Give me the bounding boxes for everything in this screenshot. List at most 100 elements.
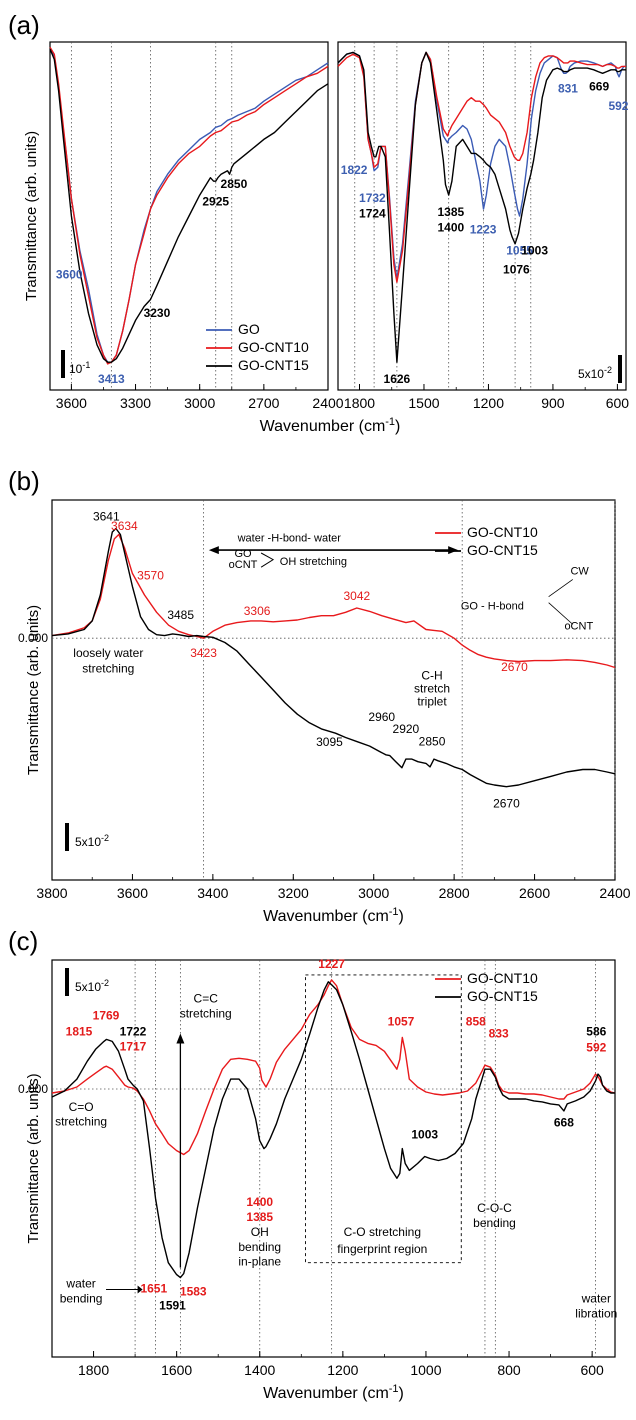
peak-annotation: 3042 <box>343 589 370 603</box>
peak-annotation: 1717 <box>120 1039 147 1053</box>
peak-annotation: GO <box>234 548 252 560</box>
peak-annotation: 1724 <box>359 207 386 221</box>
series-line-go-cnt10 <box>51 979 616 1156</box>
x-tick-label: 800 <box>497 1362 521 1378</box>
peak-annotation: 2925 <box>202 195 229 209</box>
x-tick-label: 2600 <box>519 885 550 901</box>
peak-annotation: 1003 <box>411 1128 438 1142</box>
x-axis-label: Wavenumber (cm-1) <box>260 416 401 435</box>
legend-label: GO-CNT10 <box>467 970 538 986</box>
x-tick-label: 1500 <box>408 395 439 411</box>
legend-label: GO-CNT15 <box>467 988 538 1004</box>
peak-annotation: C=O <box>69 1100 94 1114</box>
panel-a-left: (a) 3600 3300 3000 2700 2400 Transmittance (ar… <box>8 10 344 411</box>
peak-annotation: 1057 <box>388 1015 415 1029</box>
peak-annotation: water <box>65 1277 95 1291</box>
peak-annotation: oCNT <box>564 621 593 633</box>
x-axis-label-end: ) <box>399 908 404 925</box>
peak-annotation: 1651 <box>140 1281 167 1295</box>
legend-label: GO <box>238 321 260 337</box>
peak-annotation: 1400 <box>437 221 464 235</box>
peak-annotation: 1400 <box>246 1195 273 1209</box>
panel-c: (c) 0.000 1800 1600 1400 1200 1000 800 600 Wavenu… <box>8 926 617 1402</box>
scale-bar <box>65 823 69 851</box>
scale-bar-label: 5x10-2 <box>75 833 109 849</box>
peak-annotation: 2920 <box>393 722 420 736</box>
peak-annotation: 592 <box>586 1040 606 1054</box>
peak-annotation: 1385 <box>246 1210 273 1224</box>
series-line-go-cnt10 <box>49 46 329 365</box>
legend-label: GO-CNT15 <box>467 542 538 558</box>
x-tick-label: 2400 <box>312 395 343 411</box>
peak-annotation: 1223 <box>470 222 497 236</box>
x-tick-label: 900 <box>541 395 565 411</box>
zero-label: 0.000 <box>18 631 48 645</box>
y-axis-label: Transmittance (arb. units) <box>23 131 40 301</box>
x-tick-label: 3300 <box>120 395 151 411</box>
peak-annotation: stretch <box>414 682 450 696</box>
peak-annotation: 1055 <box>506 243 533 257</box>
peak-annotation: 3600 <box>56 268 83 282</box>
zero-label: 0.000 <box>18 1082 48 1096</box>
plot-frame <box>337 41 627 391</box>
peak-annotation: 1591 <box>159 1298 186 1312</box>
peak-annotation: 592 <box>608 99 628 113</box>
peak-annotation: 2960 <box>368 710 395 724</box>
peak-annotation: CW <box>570 565 589 577</box>
peak-annotation: GO - H-bond <box>461 601 524 613</box>
x-tick-label: 2400 <box>599 885 630 901</box>
peak-annotation: C-O stretching <box>344 1225 421 1239</box>
peak-annotation: 2670 <box>493 796 520 810</box>
x-axis-label-sup: -1 <box>385 416 395 428</box>
panel-label: (c) <box>8 926 38 956</box>
legend-label: GO-CNT10 <box>467 524 538 540</box>
peak-annotation: water <box>581 1291 611 1305</box>
peak-annotation: 2670 <box>501 660 528 674</box>
x-axis-label-sup: -1 <box>389 1383 399 1395</box>
peak-annotation: OH stretching <box>280 556 347 568</box>
x-tick-label: 3800 <box>36 885 67 901</box>
x-tick-label: 3600 <box>117 885 148 901</box>
peak-annotation: fingerprint region <box>337 1242 427 1256</box>
series-line-go-cnt15 <box>49 48 329 363</box>
peak-annotation: 3641 <box>93 510 120 524</box>
fingerprint-region-box <box>305 974 462 1264</box>
arrow-to-ocnt <box>548 602 574 625</box>
x-tick-label: 3200 <box>278 885 309 901</box>
peak-annotation: 1722 <box>120 1024 147 1038</box>
arrow-to-cw <box>548 579 574 598</box>
x-tick-label: 3600 <box>56 395 87 411</box>
arrow-head-left <box>208 546 219 555</box>
x-tick-label: 1000 <box>410 1362 441 1378</box>
panel-a-right: 1800 1500 1200 900 600 Wavenumber (cm-1) 5x10-… <box>260 41 629 435</box>
x-axis-label: Wavenumber (cm-1) <box>263 906 404 925</box>
peak-annotation: bending <box>60 1291 103 1305</box>
x-tick-label: 1400 <box>244 1362 275 1378</box>
x-tick-label: 3000 <box>184 395 215 411</box>
x-tick-label: 2700 <box>248 395 279 411</box>
peak-annotation: stretching <box>82 662 134 676</box>
series-line-go <box>337 51 626 280</box>
peak-annotation: C-O-C <box>477 1201 512 1215</box>
peak-annotation: stretching <box>180 1007 232 1021</box>
cc-arrow-head <box>176 1033 185 1044</box>
peak-annotation: 2850 <box>221 177 248 191</box>
peak-annotation: 3485 <box>167 608 194 622</box>
peak-annotation: 831 <box>558 81 578 95</box>
y-axis-label: Transmittance (arb. units) <box>25 1073 42 1243</box>
scale-bar <box>61 350 65 378</box>
legend-label: GO-CNT15 <box>238 357 309 373</box>
peak-annotation: 586 <box>586 1024 606 1038</box>
scale-bar <box>618 355 622 383</box>
x-tick-label: 600 <box>580 1362 604 1378</box>
peak-annotation: 669 <box>589 80 609 94</box>
peak-annotation: 1583 <box>180 1284 207 1298</box>
peak-annotation: 3095 <box>316 735 343 749</box>
peak-annotation: 1815 <box>66 1024 93 1038</box>
scale-bar-exponent: -2 <box>101 978 109 988</box>
series-line-go-cnt15 <box>51 981 615 1279</box>
x-axis-label-sup: -1 <box>389 906 399 918</box>
peak-annotation: bending <box>238 1240 281 1254</box>
peak-annotation: 1732 <box>359 191 386 205</box>
scale-bar-exponent: -2 <box>604 365 612 375</box>
